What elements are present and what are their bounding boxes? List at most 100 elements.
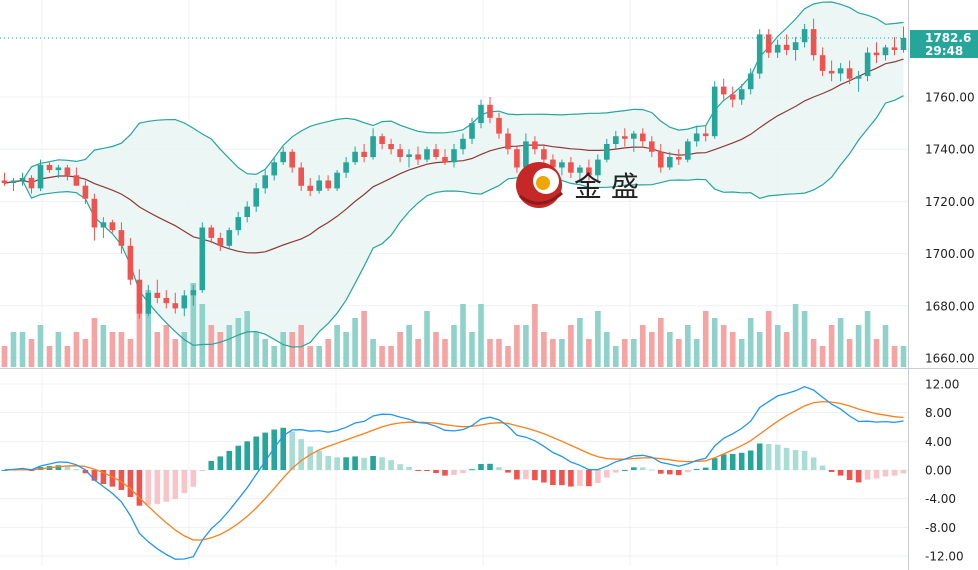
macd-hist-bar <box>226 450 233 470</box>
candle-body <box>334 172 340 189</box>
candle-body <box>586 167 592 176</box>
macd-tick-label: 4.00 <box>925 435 952 449</box>
macd-hist-bar <box>289 431 295 470</box>
macd-signal-line <box>4 400 904 541</box>
candle-body <box>747 73 754 90</box>
volume-bar <box>873 339 880 367</box>
volume-bar <box>199 304 206 367</box>
volume-bar <box>649 332 655 367</box>
macd-hist-bar <box>631 467 637 470</box>
macd-hist-bar <box>271 429 277 470</box>
volume-bar <box>1 346 8 367</box>
candle-body <box>379 136 385 144</box>
volume-bar <box>604 332 610 367</box>
macd-tick-label: -4.00 <box>925 492 956 506</box>
candle-body <box>1 180 8 184</box>
price-tag-box <box>910 30 978 58</box>
volume-bar <box>343 332 349 367</box>
macd-hist-bar <box>181 470 188 494</box>
volume-bar <box>855 325 862 367</box>
volume-bar <box>550 339 556 367</box>
price-tick-label: 1700.00 <box>925 247 975 261</box>
macd-hist-bar <box>163 470 170 502</box>
candle-body <box>729 94 736 100</box>
volume-bar <box>109 332 116 367</box>
candle-body <box>163 298 170 304</box>
candle-body <box>280 151 286 163</box>
volume-bar <box>640 325 646 367</box>
macd-hist-bar <box>855 470 862 483</box>
macd-hist-bar <box>882 470 889 477</box>
volume-bar <box>577 318 583 367</box>
macd-hist-bar <box>136 470 143 506</box>
candle-body <box>361 151 367 157</box>
volume-bar <box>792 304 799 367</box>
volume-bar <box>478 304 484 367</box>
volume-bar <box>729 332 736 367</box>
candle-body <box>100 222 107 228</box>
volume-bar <box>73 332 80 367</box>
candle-body <box>145 292 152 314</box>
volume-bar <box>496 339 502 367</box>
candle-body <box>819 55 826 71</box>
volume-bar <box>451 325 457 367</box>
volume-bar <box>559 339 565 367</box>
volume-bar <box>711 318 718 367</box>
macd-hist-bar <box>604 470 610 478</box>
macd-hist-bar <box>100 470 107 484</box>
volume-bar <box>100 325 107 367</box>
volume-bar <box>828 325 835 367</box>
volume-bar <box>118 332 125 367</box>
macd-hist-bar <box>334 457 340 470</box>
candle-body <box>541 149 547 160</box>
macd-hist-bar <box>352 456 358 470</box>
volume-bar <box>586 339 592 367</box>
candle-body <box>702 133 709 137</box>
macd-hist-bar <box>891 470 898 476</box>
macd-hist-bar <box>298 439 304 470</box>
price-tick-label: 1660.00 <box>925 352 975 366</box>
macd-hist-bar <box>379 457 385 470</box>
volume-bar <box>325 339 331 367</box>
macd-hist-bar <box>595 470 601 483</box>
candle-body <box>640 133 646 142</box>
candle-body <box>388 144 394 150</box>
volume-bar <box>541 332 547 367</box>
macd-hist-bar <box>1 470 8 471</box>
volume-bar <box>127 339 134 367</box>
volume-bar <box>631 339 637 367</box>
volume-bar <box>235 318 242 367</box>
volume-bar <box>424 311 430 367</box>
volume-bar <box>810 339 817 367</box>
macd-hist-bar <box>514 470 520 480</box>
candle-body <box>190 290 197 296</box>
candle-body <box>577 167 583 173</box>
volume-bar <box>388 346 394 367</box>
volume-bar <box>442 339 448 367</box>
bollinger-upper-line <box>4 1 904 184</box>
candle-body <box>451 149 457 163</box>
candle-body <box>172 303 179 309</box>
macd-hist-bar <box>217 456 224 470</box>
candle-body <box>900 38 907 50</box>
macd-hist-bar <box>801 450 808 470</box>
macd-hist-bar <box>199 470 206 471</box>
macd-hist-bar <box>496 467 502 470</box>
macd-hist-bar <box>783 447 790 470</box>
bollinger-lower-line <box>4 95 904 348</box>
candle-body <box>433 149 439 157</box>
candle-body <box>226 230 233 246</box>
candle-body <box>73 175 80 186</box>
candle-body <box>64 167 71 176</box>
volume-bar <box>289 332 295 367</box>
candle-body <box>864 52 871 77</box>
macd-tick-label: 0.00 <box>925 464 952 478</box>
volume-bar <box>765 311 772 367</box>
macd-hist-bar <box>64 466 71 470</box>
volume-bar <box>316 346 322 367</box>
macd-hist-bar <box>774 444 781 470</box>
macd-hist-bar <box>747 450 754 470</box>
candle-body <box>837 68 844 74</box>
volume-bar <box>280 332 286 367</box>
macd-hist-bar <box>415 470 421 471</box>
